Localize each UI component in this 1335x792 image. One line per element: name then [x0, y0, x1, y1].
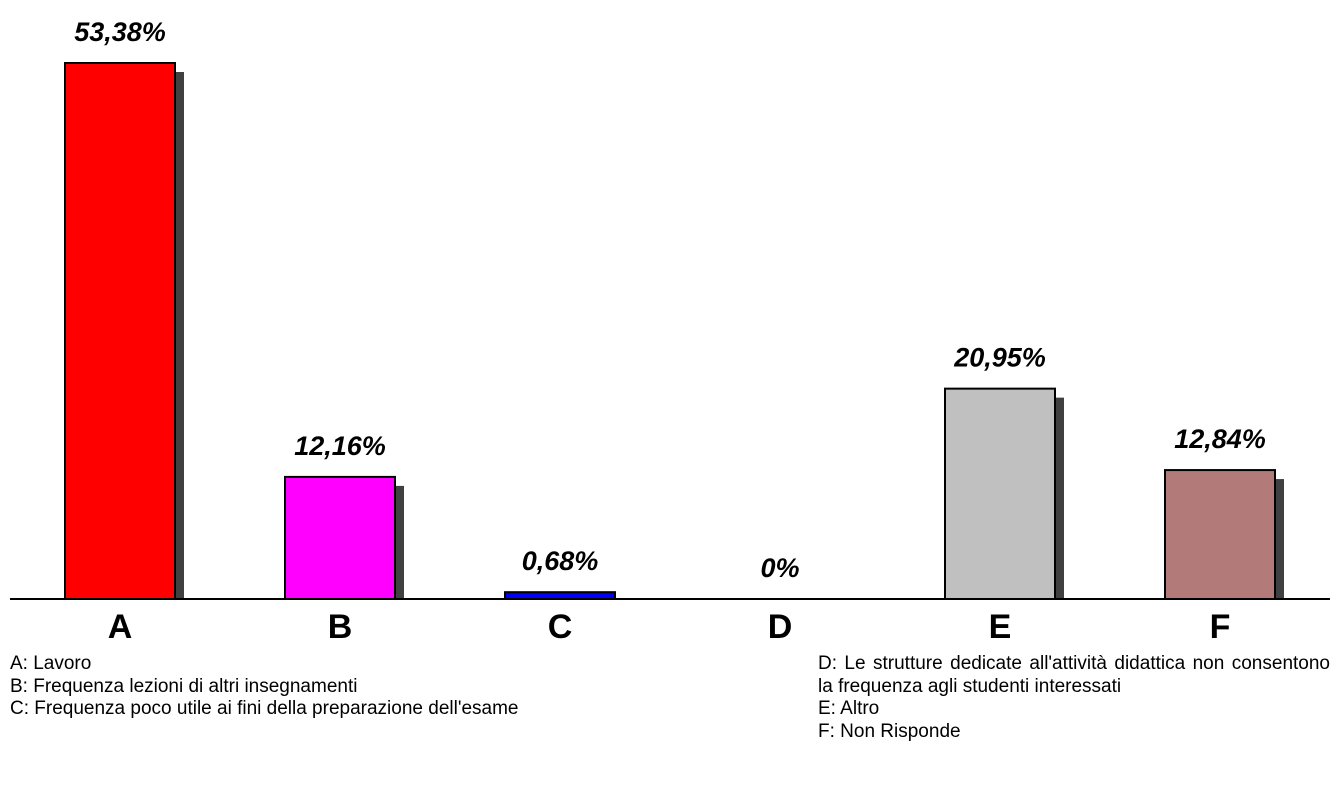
- category-label-f: F: [1210, 608, 1231, 646]
- value-label-d: 0%: [760, 553, 799, 583]
- value-label-e: 20,95%: [953, 343, 1046, 373]
- bar-chart: 53,38% 12,16% 0,68% 0% 20,95% 12,84% A B C D E F: [10, 17, 1330, 646]
- bars: [64, 62, 1276, 601]
- value-label-b: 12,16%: [294, 431, 386, 461]
- category-labels: A B C D E F: [108, 608, 1231, 646]
- bar-f: [1164, 469, 1276, 600]
- bar-e: [944, 387, 1056, 600]
- legend-item-c: C: Frequenza poco utile ai fini della pr…: [10, 698, 519, 719]
- legend-item-a: A: Lavoro: [10, 653, 92, 674]
- bar-shadows: [74, 72, 1284, 599]
- bar-a: [64, 62, 176, 600]
- category-label-e: E: [989, 608, 1012, 646]
- value-labels: 53,38% 12,16% 0,68% 0% 20,95% 12,84%: [74, 17, 1266, 583]
- bar-c: [504, 591, 616, 601]
- legend-item-f: F: Non Risponde: [818, 720, 961, 742]
- value-label-a: 53,38%: [74, 17, 166, 47]
- legend-item-e: E: Altro: [818, 698, 880, 719]
- value-label-c: 0,68%: [522, 546, 599, 576]
- category-label-c: C: [548, 608, 573, 646]
- value-label-f: 12,84%: [1174, 424, 1266, 454]
- bar-b: [284, 475, 396, 600]
- legend-item-d: D: Le strutture dedicate all'attività di…: [818, 653, 1330, 697]
- legend-item-b: B: Frequenza lezioni di altri insegnamen…: [10, 675, 358, 697]
- category-label-b: B: [328, 608, 353, 646]
- legend-right: D: Le strutture dedicate all'attività di…: [818, 653, 1330, 743]
- category-label-d: D: [768, 608, 793, 646]
- legend-left: A: Lavoro B: Frequenza lezioni di altri …: [10, 653, 710, 721]
- category-label-a: A: [108, 608, 133, 646]
